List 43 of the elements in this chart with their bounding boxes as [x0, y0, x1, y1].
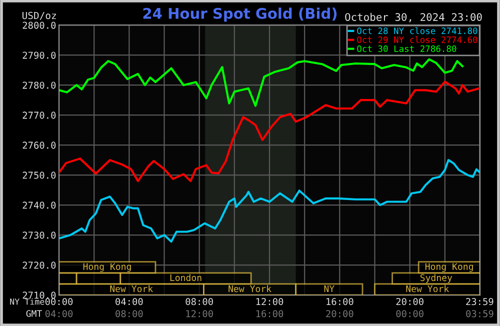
line-series — [59, 159, 480, 243]
line-series — [59, 80, 480, 182]
y-tick-label: 2770.0 — [22, 112, 56, 119]
y-tick-label: 2710.0 — [22, 292, 56, 299]
x-tick-label: 12:00 — [256, 298, 284, 306]
y-tick-label: 2790.0 — [22, 52, 56, 59]
x2-tick-label: 03:59 — [466, 310, 494, 318]
x2-tick-label: 04:00 — [45, 310, 73, 318]
band-label: Hong Kong — [83, 263, 131, 272]
x2-tick-label: 16:00 — [256, 310, 284, 318]
x2-tick-label: 00:00 — [396, 310, 424, 318]
x-axis-title: NY Time — [10, 298, 44, 305]
band-label: New York — [406, 285, 449, 292]
x-tick-label: 20:00 — [396, 298, 424, 306]
y-tick-label: 2750.0 — [22, 172, 56, 179]
chart-title: 24 Hour Spot Gold (Bid) — [143, 8, 337, 22]
x2-tick-label: 08:00 — [116, 310, 143, 318]
y-tick-label: 2720.0 — [22, 262, 56, 269]
band-label: Sydney — [420, 274, 452, 283]
legend-label: Oct 29 NY close 2774.60 — [357, 36, 478, 44]
band-label: New York — [228, 285, 272, 292]
y-tick-label: 2780.0 — [22, 82, 56, 89]
x2-axis-title: GMT — [26, 310, 42, 317]
band-label: London — [170, 274, 202, 282]
x-tick-label: 00:00 — [45, 298, 73, 306]
x2-tick-label: 12:00 — [186, 310, 213, 318]
x-tick-label: 23:59 — [466, 298, 494, 306]
chart-subtitle: October 30, 2024 23:00 — [345, 12, 482, 22]
y-axis-title: USD/oz — [22, 12, 56, 20]
y-tick-label: 2740.0 — [22, 202, 56, 209]
x2-tick-label: 20:00 — [326, 310, 354, 318]
band-label: NY — [324, 285, 334, 292]
band-label: New York — [110, 285, 153, 292]
y-tick-label: 2800.0 — [22, 22, 56, 29]
y-tick-label: 2730.0 — [22, 232, 56, 239]
y-tick-label: 2760.0 — [22, 142, 56, 149]
band-label: Hong Kong — [425, 263, 473, 272]
line-series — [59, 58, 464, 107]
x-tick-label: 08:00 — [186, 298, 213, 306]
x-tick-label: 04:00 — [116, 298, 143, 306]
legend-label: Oct 28 NY close 2741.80 — [357, 27, 478, 34]
x-tick-label: 16:00 — [326, 298, 354, 306]
legend-label: Oct 30 Last 2786.80 — [357, 45, 456, 52]
